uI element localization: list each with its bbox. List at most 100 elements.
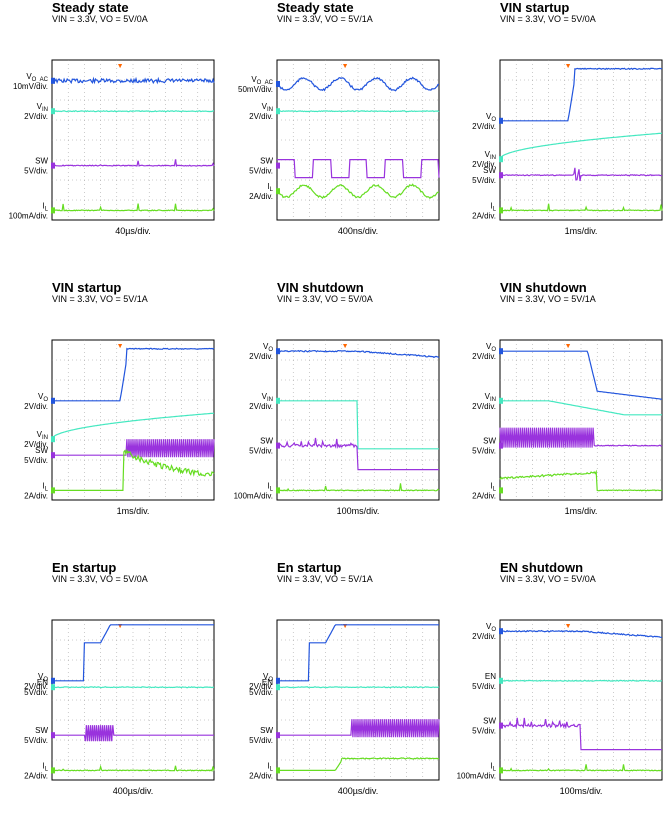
trace-il <box>499 764 663 772</box>
channel-scale: 2V/div. <box>472 402 496 411</box>
trigger-marker: ▼ <box>342 63 349 70</box>
scope-panel: Steady state VIN = 3.3V, VO = 5V/0A ▼ VO_AC… <box>9 0 262 260</box>
channel-label: IL <box>42 201 48 212</box>
channel-ground-marker <box>499 207 503 214</box>
timebase-label: 400ns/div. <box>338 226 378 236</box>
channel-scale: 2V/div. <box>472 632 496 641</box>
channel-scale: 100mA/div. <box>9 211 48 220</box>
trace-en <box>276 686 440 689</box>
panel-conditions: VIN = 3.3V, VO = 5V/0A <box>500 14 596 24</box>
trace-en <box>51 686 215 689</box>
channel-label: IL <box>490 481 496 492</box>
channel-ground-marker <box>51 162 55 169</box>
channel-label: VIN <box>37 430 48 441</box>
panel-conditions: VIN = 3.3V, VO = 5V/1A <box>52 294 148 304</box>
channel-scale: 5V/div. <box>472 447 496 456</box>
channel-ground-marker <box>499 677 503 684</box>
trace-il <box>276 483 440 492</box>
channel-ground-marker <box>499 442 503 449</box>
trace-sw <box>499 717 662 751</box>
trace-il <box>499 469 663 492</box>
channel-label: VO_AC <box>251 75 273 86</box>
trace-vo <box>277 624 439 682</box>
panel-title: En startup <box>277 560 342 575</box>
channel-scale: 5V/div. <box>249 447 273 456</box>
channel-ground-marker <box>276 442 280 449</box>
channel-scale: 5V/div. <box>249 736 273 745</box>
panel-title: Steady state <box>277 0 354 15</box>
scope-panel: EN shutdown VIN = 3.3V, VO = 5V/0A ▼ VO 2V/d… <box>457 560 667 820</box>
channel-ground-marker <box>499 117 503 124</box>
channel-scale: 100mA/div. <box>234 491 273 500</box>
timebase-label: 400µs/div. <box>113 786 154 796</box>
channel-label: VO <box>486 112 496 123</box>
trace-vo <box>52 347 215 402</box>
panel-title: VIN shutdown <box>500 280 587 295</box>
channel-ground-marker <box>276 397 280 404</box>
trace-sw <box>51 159 215 168</box>
channel-ground-marker <box>51 77 55 84</box>
channel-scale: 5V/div. <box>472 176 496 185</box>
trace-sw <box>52 439 215 458</box>
panel-title: Steady state <box>52 0 129 15</box>
channel-label: VO <box>486 622 496 633</box>
channel-label: EN <box>37 678 48 687</box>
channel-ground-marker <box>499 397 503 404</box>
scope-screen: ▼VO2V/div.EN5V/div.SW5V/div.IL2A/div.400… <box>24 619 215 796</box>
channel-ground-marker <box>499 628 503 635</box>
channel-label: VO <box>263 672 273 683</box>
channel-scale: 2A/div. <box>249 771 273 780</box>
timebase-label: 1ms/div. <box>117 506 150 516</box>
channel-label: VO_AC <box>26 72 48 83</box>
trace-il <box>276 183 440 200</box>
timebase-label: 100ms/div. <box>337 506 380 516</box>
channel-ground-marker <box>51 677 55 684</box>
panel-conditions: VIN = 3.3V, VO = 5V/0A <box>277 294 373 304</box>
channel-ground-marker <box>276 732 280 739</box>
scope-panel: En startup VIN = 3.3V, VO = 5V/0A ▼ VO 2V/di… <box>24 560 262 820</box>
channel-scale: 2V/div. <box>249 682 273 691</box>
channel-label: VIN <box>262 392 273 403</box>
timebase-label: 100ms/div. <box>560 786 603 796</box>
channel-scale: 5V/div. <box>249 167 273 176</box>
channel-scale: 5V/div. <box>24 736 48 745</box>
panel-conditions: VIN = 3.3V, VO = 5V/1A <box>277 14 373 24</box>
channel-scale: 5V/div. <box>472 682 496 691</box>
channel-label: VO <box>38 672 48 683</box>
trace-vin <box>51 412 215 440</box>
channel-scale: 2V/div. <box>249 402 273 411</box>
panel-title: En startup <box>52 560 117 575</box>
trigger-marker: ▼ <box>117 63 124 70</box>
channel-label: IL <box>42 481 48 492</box>
channel-ground-marker <box>276 677 280 684</box>
trigger-marker: ▼ <box>565 63 572 70</box>
channel-label: IL <box>490 201 496 212</box>
trace-vo <box>500 67 663 122</box>
channel-ground-marker <box>51 684 55 691</box>
trace-il <box>51 203 215 212</box>
channel-scale: 2A/div. <box>24 771 48 780</box>
channel-label: SW <box>35 446 48 455</box>
trigger-marker: ▼ <box>342 623 349 630</box>
channel-scale: 2V/div. <box>24 112 48 121</box>
scope-screen: ▼VO2V/div.VIN2V/div.SW5V/div.IL2A/div.1m… <box>472 59 663 236</box>
channel-label: IL <box>490 761 496 772</box>
channel-label: VO <box>38 392 48 403</box>
trace-en <box>499 679 663 682</box>
timebase-label: 1ms/div. <box>565 226 598 236</box>
channel-scale: 2V/div. <box>472 160 496 169</box>
channel-label: IL <box>267 182 273 193</box>
channel-ground-marker <box>276 162 280 169</box>
trace-sw <box>276 437 439 471</box>
trace-il <box>52 449 215 491</box>
channel-ground-marker <box>51 487 55 494</box>
panel-conditions: VIN = 3.3V, VO = 5V/1A <box>277 574 373 584</box>
trace-vo_ac <box>51 76 215 85</box>
trace-vin <box>52 110 214 113</box>
channel-ground-marker <box>499 767 503 774</box>
trigger-marker: ▼ <box>565 343 572 350</box>
trigger-marker: ▼ <box>342 343 349 350</box>
channel-scale: 5V/div. <box>472 727 496 736</box>
channel-label: SW <box>483 437 496 446</box>
trace-il <box>51 764 215 772</box>
